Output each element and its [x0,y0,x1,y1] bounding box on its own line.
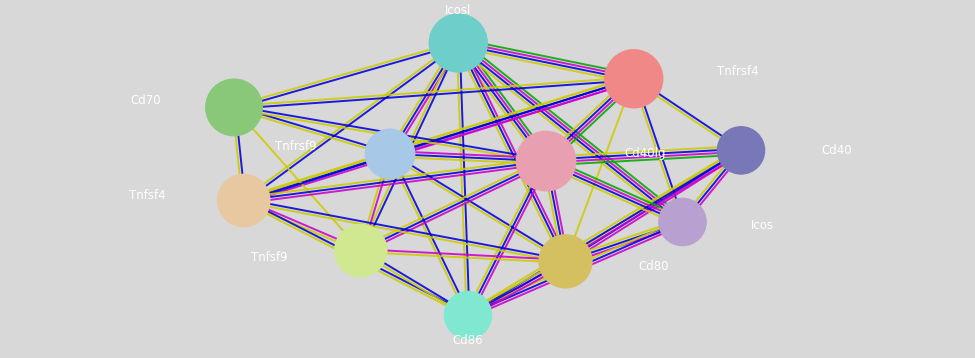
Text: Cd80: Cd80 [639,260,669,273]
Text: Cd86: Cd86 [452,334,484,347]
Text: Cd40lg: Cd40lg [624,147,666,160]
Ellipse shape [335,225,386,276]
Ellipse shape [718,127,764,174]
Ellipse shape [445,292,491,338]
Ellipse shape [366,130,414,178]
Ellipse shape [218,175,269,226]
Text: Icos: Icos [751,219,774,232]
Ellipse shape [430,14,487,72]
Text: Tnfrsf9: Tnfrsf9 [275,140,317,153]
Ellipse shape [517,132,575,190]
Ellipse shape [659,199,706,245]
Text: Tnfrsf4: Tnfrsf4 [717,65,759,78]
Ellipse shape [605,50,662,107]
Ellipse shape [539,235,592,287]
Text: Tnfsf9: Tnfsf9 [251,251,288,264]
Text: Cd70: Cd70 [131,94,161,107]
Ellipse shape [206,79,262,135]
Text: Tnfsf4: Tnfsf4 [129,189,166,202]
Text: Cd40: Cd40 [821,144,851,157]
Text: Icosl: Icosl [445,4,472,17]
